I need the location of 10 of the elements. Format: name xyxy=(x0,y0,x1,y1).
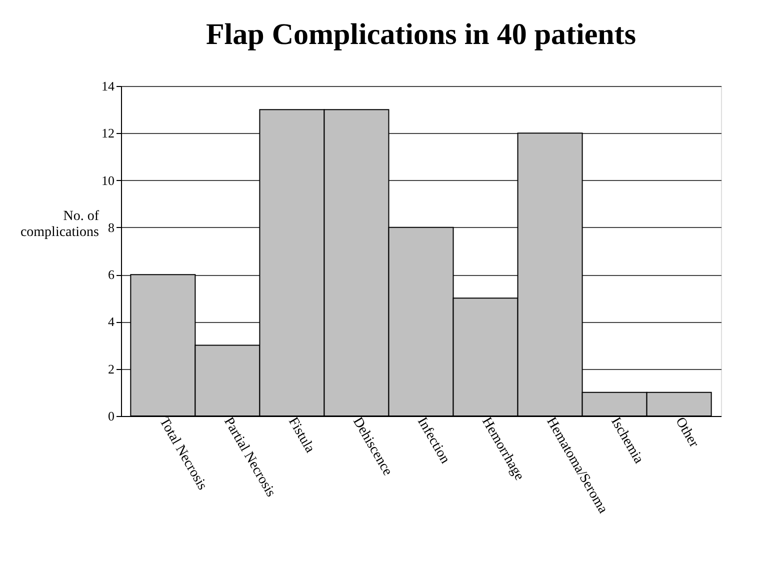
y-axis-title: No. of complications xyxy=(20,209,100,240)
y-tick-label: 2 xyxy=(108,361,114,376)
y-tick-label: 14 xyxy=(102,78,115,94)
y-tick-label: 4 xyxy=(108,314,115,330)
y-tick-label: 6 xyxy=(108,267,115,282)
chart-title: Flap Complications in 40 patients xyxy=(206,18,636,51)
y-tick-label: 12 xyxy=(102,126,114,141)
y-tick-label: 8 xyxy=(108,220,114,235)
y-tick-label: 10 xyxy=(102,172,114,188)
y-tick-label: 0 xyxy=(108,408,114,424)
